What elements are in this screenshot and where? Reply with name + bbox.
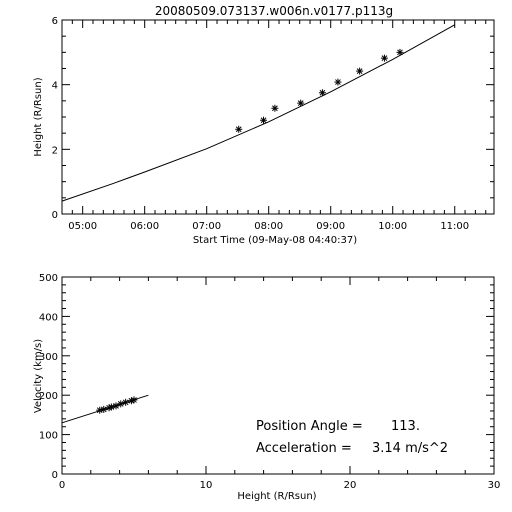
bottom-plot-frame [61, 276, 495, 475]
top-point-6 [356, 67, 364, 75]
top-point-4 [318, 89, 326, 97]
position-angle-label: Position Angle = [256, 419, 363, 434]
bottom-y-tick-label: 100 [39, 431, 58, 442]
top-x-tick-label: 08:00 [254, 221, 283, 232]
bottom-data-points [96, 396, 138, 414]
bottom-y-tick-label: 300 [39, 352, 58, 363]
bottom-y-axis-label: Velocity (km/s) [33, 339, 44, 413]
top-x-tick-label: 06:00 [130, 221, 159, 232]
bottom-y-ticks: 0 100 200 300 400 500 [39, 273, 494, 481]
top-x-tick-label: 07:00 [192, 221, 221, 232]
top-x-tick-label: 09:00 [316, 221, 345, 232]
top-point-8 [396, 48, 404, 56]
plot-title: 20080509.073137.w006n.v0177.p113g [155, 4, 393, 18]
bottom-y-tick-label: 200 [39, 391, 58, 402]
top-x-tick-label: 11:00 [440, 221, 469, 232]
top-y-tick-label: 4 [52, 81, 58, 92]
top-x-ticks: 05:00 06:00 07:00 08:00 09:00 10:00 11:00 [61, 20, 487, 232]
bottom-x-ticks: 0 10 20 30 [59, 277, 501, 491]
bottom-point-6 [122, 398, 130, 406]
top-point-2 [271, 104, 279, 112]
bottom-x-tick-label: 30 [488, 480, 501, 491]
bottom-point-1 [100, 405, 108, 413]
bottom-x-tick-label: 0 [59, 480, 65, 491]
bottom-y-tick-label: 400 [39, 312, 58, 323]
bottom-point-3 [107, 403, 115, 411]
top-y-tick-label: 6 [52, 16, 58, 27]
top-x-axis-label: Start Time (09-May-08 04:40:37) [193, 235, 357, 246]
bottom-point-5 [117, 400, 125, 408]
acceleration-value: 3.14 m/s^2 [372, 441, 448, 456]
top-point-1 [260, 116, 268, 124]
bottom-y-tick-label: 500 [39, 273, 58, 284]
top-y-ticks: 0 2 4 6 [52, 16, 494, 221]
bottom-x-tick-label: 20 [344, 480, 357, 491]
position-angle-value: 113. [391, 419, 420, 434]
top-fit-line [61, 24, 455, 202]
top-point-7 [380, 54, 388, 62]
top-y-tick-label: 0 [52, 210, 58, 221]
acceleration-label: Acceleration = [256, 441, 352, 456]
top-y-axis-label: Height (R/Rsun) [33, 77, 44, 156]
bottom-x-tick-label: 10 [200, 480, 213, 491]
bottom-point-8 [130, 396, 138, 404]
top-point-3 [297, 99, 305, 107]
top-y-tick-label: 2 [52, 145, 58, 156]
top-point-5 [334, 78, 342, 86]
top-point-0 [235, 125, 243, 133]
top-x-tick-label: 10:00 [378, 221, 407, 232]
height-time-plot: 20080509.073137.w006n.v0177.p113g 05:00 0… [33, 4, 495, 246]
top-data-points [235, 48, 404, 133]
top-x-tick-label: 05:00 [68, 221, 97, 232]
bottom-x-axis-label: Height (R/Rsun) [237, 491, 316, 502]
bottom-y-tick-label: 0 [52, 470, 58, 481]
velocity-height-plot: 0 10 20 30 0 100 200 300 400 500 Height (R/Rsun)… [33, 273, 500, 502]
